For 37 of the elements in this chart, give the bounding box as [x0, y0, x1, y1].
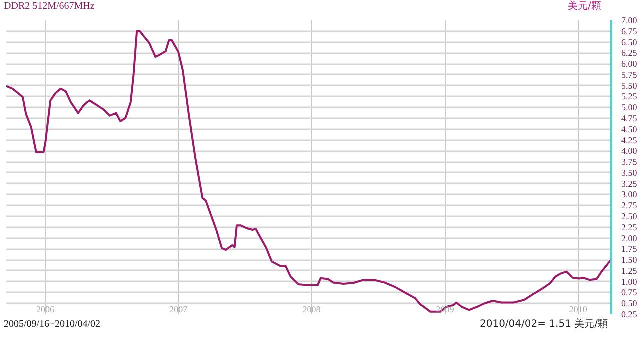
chart-title: DDR2 512M/667MHz [4, 0, 95, 14]
y-tick-label: 3.25 [622, 178, 638, 189]
y-tick-label: 7.00 [622, 16, 638, 26]
y-tick-label: 1.00 [622, 276, 638, 287]
y-tick-label: 4.00 [622, 146, 638, 156]
y-tick-label: 0.75 [622, 288, 638, 298]
y-tick-label: 3.75 [622, 157, 638, 168]
y-tick-label: 6.75 [622, 26, 638, 36]
x-tick-label: 2006 [36, 304, 56, 314]
y-tick-label: 4.75 [622, 114, 638, 124]
y-tick-label: 4.50 [622, 124, 638, 134]
y-tick-label: 0.25 [622, 310, 638, 320]
y-tick-label: 5.50 [622, 80, 638, 91]
y-tick-label: 5.00 [622, 102, 638, 113]
y-tick-label: 6.50 [622, 37, 638, 48]
y-axis-title: 美元/顆 [568, 0, 602, 14]
x-tick-label: 2010 [569, 304, 588, 314]
y-tick-label: 6.25 [622, 48, 638, 58]
y-tick-label: 3.50 [622, 168, 638, 178]
y-tick-label: 2.50 [622, 212, 638, 222]
y-tick-label: 1.50 [622, 255, 638, 266]
text: 2005/09/16~2010/04/02 [4, 318, 101, 332]
x-tick-label: 2007 [170, 304, 188, 314]
y-tick-label: 2.00 [622, 233, 638, 244]
x-tick-label: 2008 [302, 304, 322, 314]
y-tick-label: 4.25 [622, 135, 638, 146]
y-tick-label: 6.00 [622, 59, 638, 70]
y-tick-label: 2.25 [622, 222, 638, 232]
y-tick-label: 1.25 [622, 266, 638, 276]
y-tick-label: 5.25 [622, 92, 638, 102]
y-tick-label: 0.50 [622, 298, 638, 309]
y-tick-label: 1.75 [622, 244, 638, 254]
text: 2010/04/02= 1.51 美元/顆 [480, 318, 608, 332]
y-tick-label: 5.75 [622, 70, 638, 80]
line-series [6, 30, 612, 313]
y-tick-label: 2.75 [622, 200, 638, 211]
y-tick-label: 3.00 [622, 190, 638, 200]
